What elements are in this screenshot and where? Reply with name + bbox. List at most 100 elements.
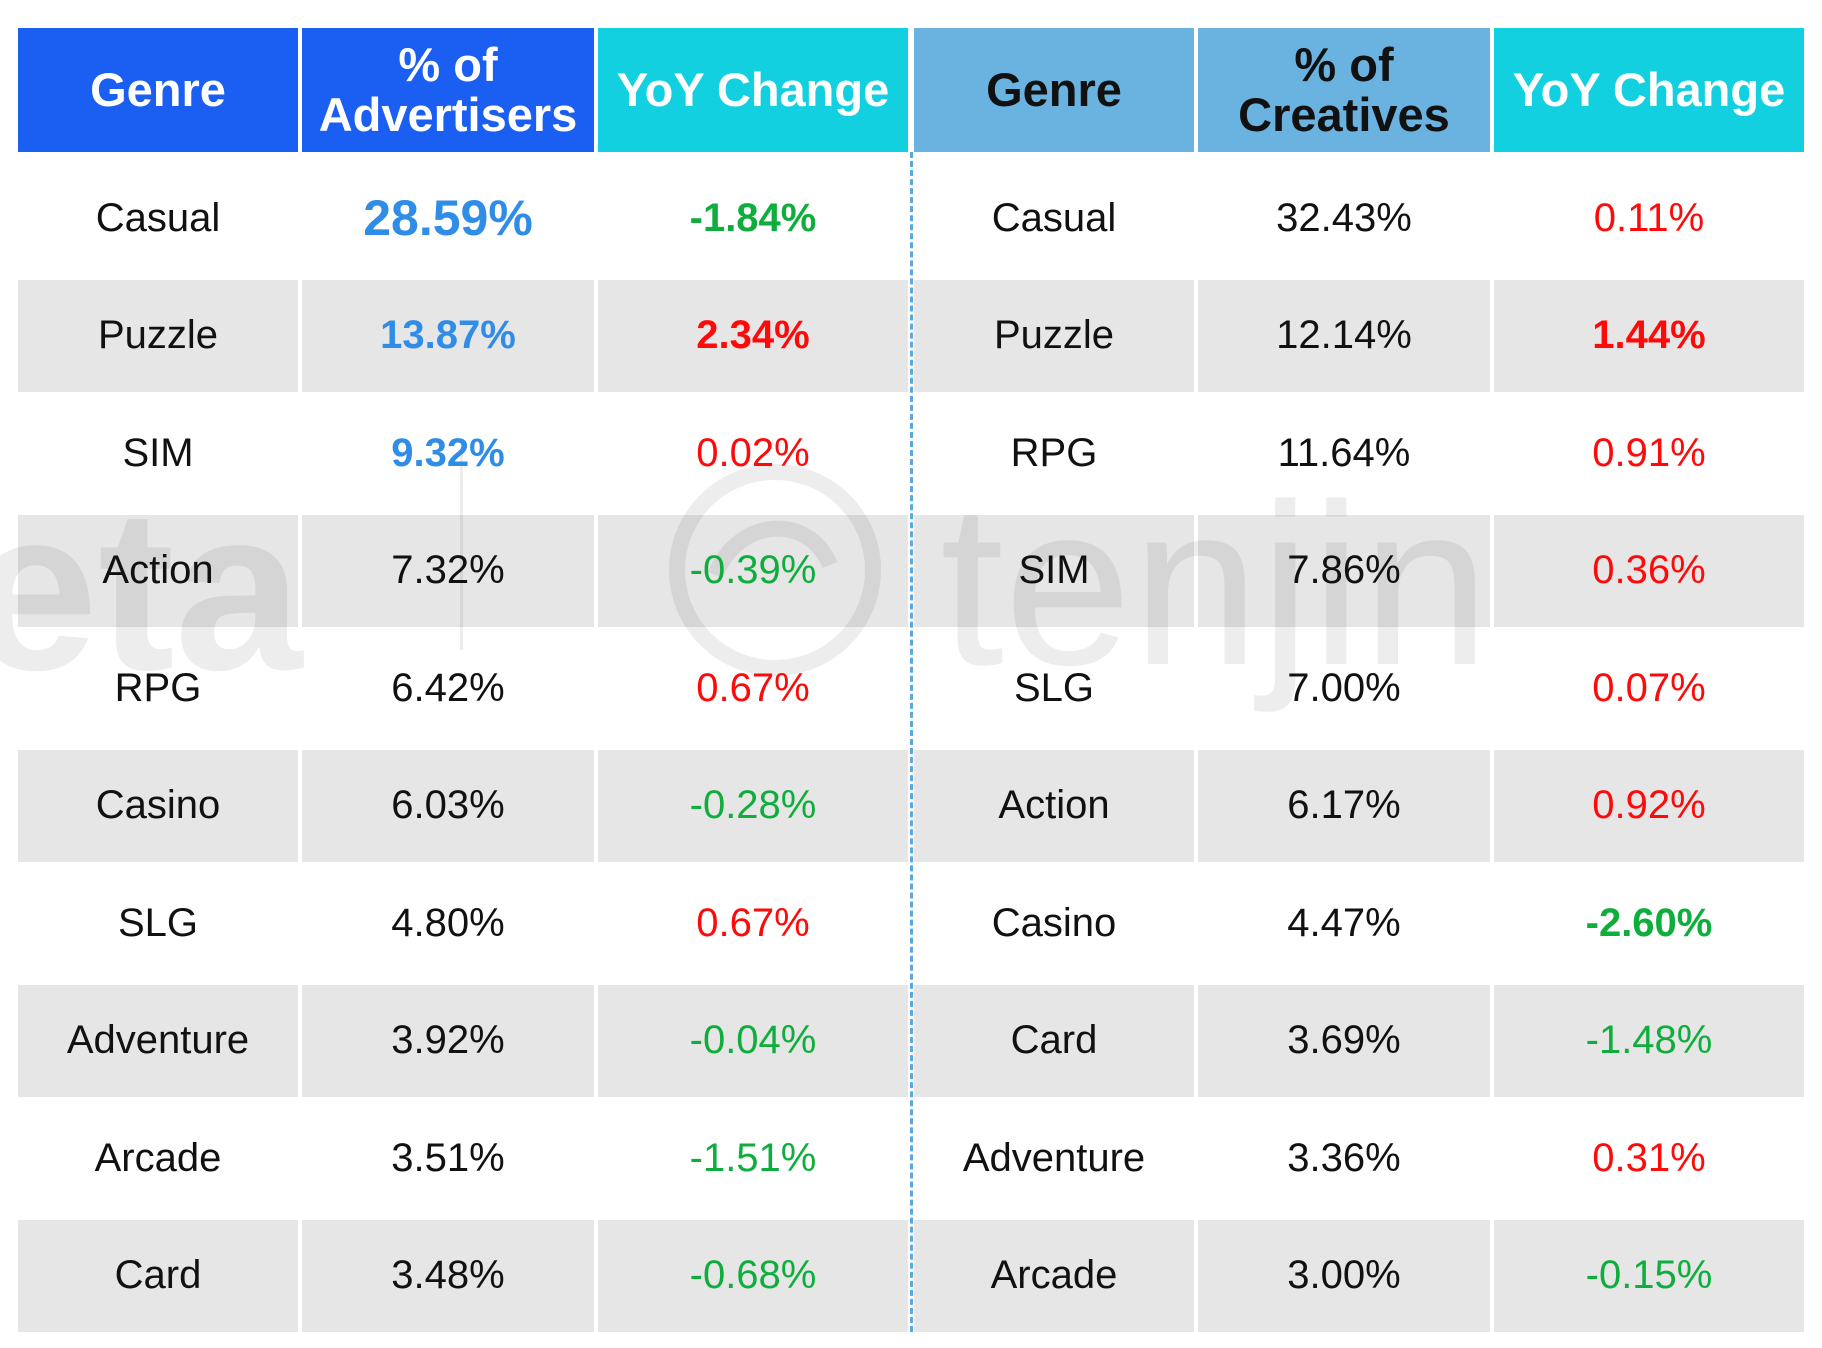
cell-share: 3.36%	[1198, 1102, 1490, 1214]
yoy-value: 2.34%	[696, 313, 810, 357]
genre-value: SIM	[1018, 548, 1090, 592]
cell-yoy: -1.84%	[598, 162, 908, 274]
genre-value: RPG	[1010, 430, 1098, 475]
genre-value: Action	[998, 783, 1110, 827]
cell-yoy: 1.44%	[1494, 279, 1804, 392]
cell-share: 28.59%	[302, 162, 594, 274]
cell-yoy: -0.28%	[598, 749, 908, 862]
cell-genre: SLG	[18, 867, 298, 979]
yoy-value: 1.44%	[1592, 313, 1706, 357]
cell-yoy: 2.34%	[598, 279, 908, 392]
cell-yoy: -0.04%	[598, 984, 908, 1097]
yoy-value: 0.31%	[1592, 1135, 1706, 1180]
yoy-value: 0.07%	[1592, 665, 1706, 710]
yoy-value: -0.04%	[689, 1018, 817, 1062]
yoy-value: 0.36%	[1592, 548, 1706, 592]
cell-yoy: -2.60%	[1494, 867, 1804, 979]
share-value: 32.43%	[1276, 195, 1412, 240]
cell-genre: Casual	[914, 162, 1194, 274]
share-value: 3.92%	[391, 1018, 505, 1062]
share-value: 13.87%	[380, 313, 516, 357]
cell-share: 4.47%	[1198, 867, 1490, 979]
cell-genre: Arcade	[914, 1219, 1194, 1332]
share-value: 3.36%	[1287, 1135, 1401, 1180]
yoy-value: -0.39%	[689, 548, 817, 592]
cell-yoy: -0.15%	[1494, 1219, 1804, 1332]
yoy-value: 0.67%	[696, 900, 810, 945]
share-value: 9.32%	[391, 430, 505, 475]
cell-yoy: 0.67%	[598, 632, 908, 744]
header-genre-advertisers: Genre	[18, 28, 298, 152]
cell-genre: RPG	[18, 632, 298, 744]
genre-value: Adventure	[962, 1135, 1146, 1180]
cell-genre: Card	[18, 1219, 298, 1332]
genre-value: RPG	[114, 665, 202, 710]
cell-yoy: 0.31%	[1494, 1102, 1804, 1214]
genre-value: Casino	[95, 783, 221, 827]
genre-value: SLG	[1013, 665, 1095, 710]
cell-yoy: 0.07%	[1494, 632, 1804, 744]
cell-yoy: 0.02%	[598, 397, 908, 509]
share-value: 4.47%	[1287, 900, 1401, 945]
cell-genre: Casino	[914, 867, 1194, 979]
share-value: 3.00%	[1287, 1253, 1401, 1297]
genre-value: Puzzle	[97, 313, 219, 357]
genre-value: Casual	[95, 195, 221, 240]
cell-share: 3.51%	[302, 1102, 594, 1214]
cell-genre: Casual	[18, 162, 298, 274]
yoy-value: -1.84%	[689, 195, 817, 240]
cell-genre: Puzzle	[914, 279, 1194, 392]
share-value: 6.42%	[391, 665, 505, 710]
cell-share: 4.80%	[302, 867, 594, 979]
header-share-creatives: % of Creatives	[1198, 28, 1490, 152]
cell-yoy: 0.91%	[1494, 397, 1804, 509]
yoy-value: -2.60%	[1585, 900, 1713, 945]
cell-share: 3.00%	[1198, 1219, 1490, 1332]
genre-value: Card	[1010, 1018, 1098, 1062]
yoy-value: 0.91%	[1592, 430, 1706, 475]
cell-share: 3.69%	[1198, 984, 1490, 1097]
cell-share: 12.14%	[1198, 279, 1490, 392]
cell-share: 11.64%	[1198, 397, 1490, 509]
share-value: 3.48%	[391, 1253, 505, 1297]
yoy-value: 0.92%	[1592, 783, 1706, 827]
share-value: 11.64%	[1277, 430, 1411, 475]
cell-share: 7.86%	[1198, 514, 1490, 627]
genre-value: SLG	[117, 900, 199, 945]
share-value: 6.17%	[1287, 783, 1401, 827]
cell-genre: Card	[914, 984, 1194, 1097]
share-value: 4.80%	[391, 900, 505, 945]
share-value: 3.51%	[391, 1135, 505, 1180]
cell-genre: Adventure	[18, 984, 298, 1097]
cell-share: 3.48%	[302, 1219, 594, 1332]
cell-share: 7.32%	[302, 514, 594, 627]
cell-genre: SLG	[914, 632, 1194, 744]
yoy-value: 0.11%	[1593, 195, 1705, 240]
share-value: 7.86%	[1287, 548, 1401, 592]
genre-value: Action	[102, 548, 214, 592]
genre-value: Adventure	[66, 1018, 250, 1062]
cell-share: 32.43%	[1198, 162, 1490, 274]
cell-genre: SIM	[914, 514, 1194, 627]
cell-genre: RPG	[914, 397, 1194, 509]
cell-share: 6.17%	[1198, 749, 1490, 862]
cell-genre: Action	[18, 514, 298, 627]
cell-genre: Action	[914, 749, 1194, 862]
genre-value: Card	[114, 1253, 202, 1297]
cell-share: 13.87%	[302, 279, 594, 392]
yoy-value: 0.02%	[696, 430, 810, 475]
cell-yoy: -0.39%	[598, 514, 908, 627]
cell-genre: SIM	[18, 397, 298, 509]
cell-yoy: 0.36%	[1494, 514, 1804, 627]
cell-yoy: -0.68%	[598, 1219, 908, 1332]
cell-share: 9.32%	[302, 397, 594, 509]
genre-value: Arcade	[990, 1253, 1118, 1297]
yoy-value: -0.28%	[689, 783, 817, 827]
cell-genre: Arcade	[18, 1102, 298, 1214]
cell-yoy: 0.11%	[1494, 162, 1804, 274]
share-value: 28.59%	[363, 190, 533, 246]
yoy-value: -1.51%	[689, 1135, 817, 1180]
yoy-value: -1.48%	[1585, 1018, 1713, 1062]
cell-genre: Casino	[18, 749, 298, 862]
cell-share: 3.92%	[302, 984, 594, 1097]
